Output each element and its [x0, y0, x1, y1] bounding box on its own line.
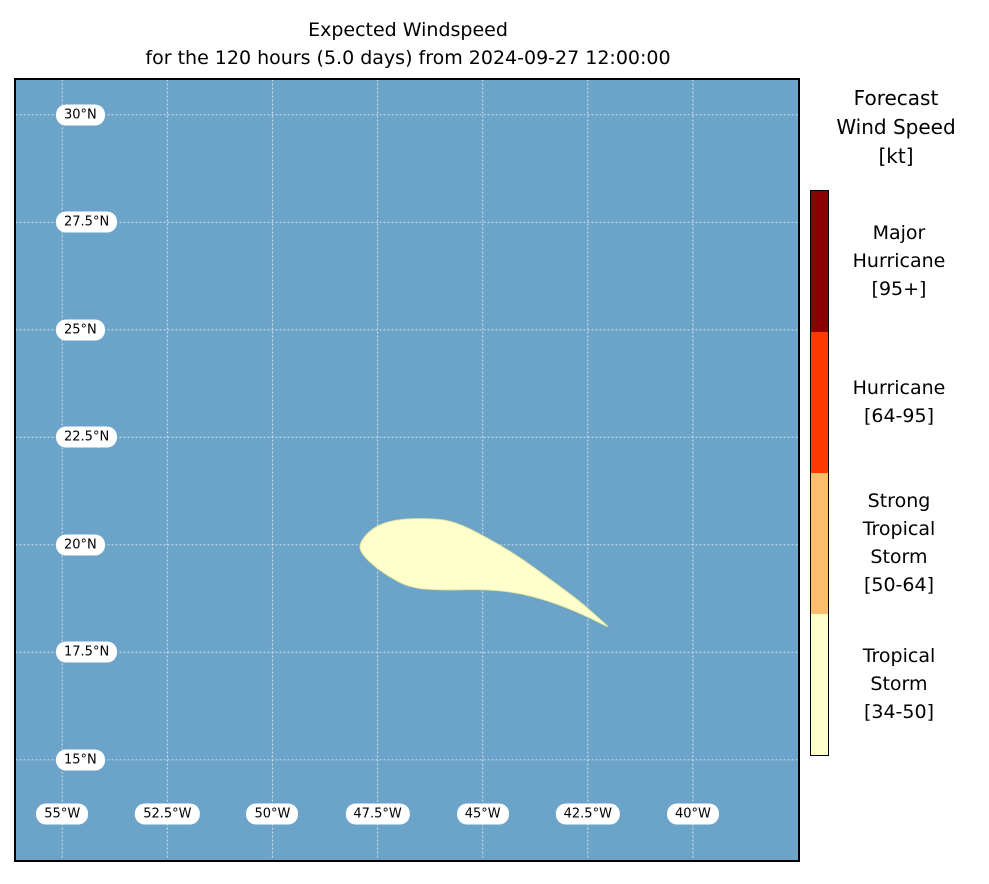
x-tick-label: 45°W: [456, 803, 509, 825]
x-tick-label: 50°W: [246, 803, 299, 825]
x-tick-label: 52.5°W: [135, 803, 200, 825]
legend-label-major-hurricane: Major Hurricane [95+]: [818, 190, 980, 331]
colorbar-segment-strong-tropical-storm: [811, 473, 828, 614]
legend-label-tropical-storm: Tropical Storm [34-50]: [818, 613, 980, 754]
legend-label-text: Major Hurricane [95+]: [852, 221, 946, 300]
y-tick-label: 22.5°N: [56, 426, 118, 448]
storm-wind-area: [359, 518, 609, 627]
chart-title-line2: for the 120 hours (5.0 days) from 2024-0…: [145, 47, 671, 69]
legend-label-text: Tropical Storm [34-50]: [862, 644, 936, 723]
y-tick-label: 15°N: [56, 749, 105, 771]
chart-title: Expected Windspeed for the 120 hours (5.…: [16, 16, 800, 72]
legend-label-text: Strong Tropical Storm [50-64]: [862, 489, 936, 596]
wind-speed-colorbar: [810, 190, 829, 756]
colorbar-segment-tropical-storm: [811, 614, 828, 755]
y-tick-label: 30°N: [56, 104, 105, 126]
legend-label-hurricane: Hurricane [64-95]: [818, 331, 980, 472]
legend-label-column: Major Hurricane [95+] Hurricane [64-95] St…: [818, 190, 980, 754]
chart-title-line1: Expected Windspeed: [308, 19, 508, 41]
legend-title: Forecast Wind Speed [kt]: [836, 86, 956, 168]
y-tick-label: 20°N: [56, 534, 105, 556]
colorbar-segment-major-hurricane: [811, 191, 828, 332]
x-tick-label: 55°W: [36, 803, 89, 825]
legend-label-strong-tropical-storm: Strong Tropical Storm [50-64]: [818, 472, 980, 613]
y-tick-label: 17.5°N: [56, 641, 118, 663]
x-tick-label: 47.5°W: [345, 803, 410, 825]
x-tick-label: 40°W: [666, 803, 719, 825]
map-axes: 30°N 27.5°N 25°N 22.5°N 20°N 17.5°N 15°N 55°W 52…: [14, 78, 800, 862]
colorbar-segment-hurricane: [811, 332, 828, 473]
map-canvas: [16, 80, 798, 860]
y-tick-label: 27.5°N: [56, 211, 118, 233]
legend-label-text: Hurricane [64-95]: [852, 376, 946, 427]
x-tick-label: 42.5°W: [555, 803, 620, 825]
y-tick-label: 25°N: [56, 319, 105, 341]
